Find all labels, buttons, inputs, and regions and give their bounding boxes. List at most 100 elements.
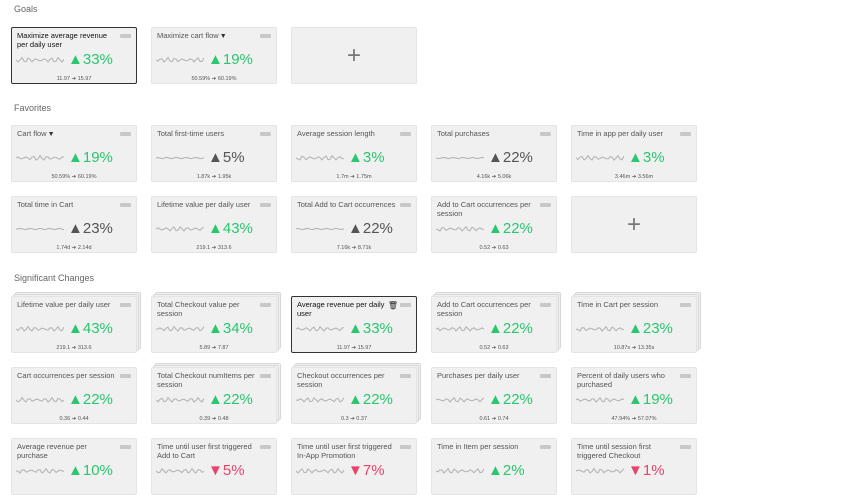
menu-bar-icon[interactable] [260,374,271,378]
metric-delta: ▲3% [348,149,385,166]
metric-range: 4.16k ➔ 5.06k [476,174,512,180]
metric-card[interactable]: Lifetime value per daily user ▲43% 219.1 ➔… [11,296,137,353]
metric-range: 50.59% ➔ 60.19% [191,76,237,82]
metric-card[interactable]: Add to Cart occurrences per session ▲22% 0… [431,196,557,253]
metric-range: 0.61 ➔ 0.74 [479,416,509,422]
sparkline-path [296,325,344,332]
menu-bar-icon[interactable] [680,445,691,449]
metric-range: 0.36 ➔ 0.44 [59,416,89,422]
sparkline [156,156,204,160]
menu-bar-icon[interactable] [260,303,271,307]
metric-card-title: Time in Cart per session [577,300,677,310]
metric-card[interactable]: Total time in Cart ▲23% 1.74d ➔ 2.14d [11,196,137,253]
sparkline-path [296,227,344,231]
metric-range: 5.89 ➔ 7.87 [199,345,229,351]
metric-card[interactable]: Total first-time users ▲5% 1.87k ➔ 1.95k [151,125,277,182]
menu-bar-icon[interactable] [400,374,411,378]
menu-bar-icon[interactable] [540,203,551,207]
menu-bar-icon[interactable] [260,34,271,38]
metric-card[interactable]: Time in Item per session ▲2% [431,438,557,495]
metric-card[interactable]: Average revenue per purchase ▲10% [11,438,137,495]
menu-bar-icon[interactable] [540,445,551,449]
menu-bar-icon[interactable] [120,34,131,38]
metric-delta: ▼1% [628,462,665,479]
metric-card[interactable]: Maximize cart flow▼ ▲19% 50.59% ➔ 60.19% [151,27,277,84]
metric-card[interactable]: Total Add to Cart occurrences ▲22% 7.16k ➔… [291,196,417,253]
menu-bar-icon[interactable] [680,374,691,378]
menu-bar-icon[interactable] [400,203,411,207]
menu-bar-icon[interactable] [120,445,131,449]
menu-bar-icon[interactable] [540,303,551,307]
metric-card-title: Cart occurrences per session [17,371,117,381]
metric-card[interactable]: Total Checkout numItems per session ▲22% 0… [151,367,277,424]
metric-card[interactable]: Total Checkout value per session ▲34% 5.89… [151,296,277,353]
metric-card[interactable]: Cart occurrences per session ▲22% 0.36 ➔ 0… [11,367,137,424]
metric-card[interactable]: Time until session first triggered Check… [571,438,697,495]
menu-bar-icon[interactable] [260,132,271,136]
metric-delta: ▲19% [208,51,253,68]
menu-bar-icon[interactable] [540,132,551,136]
menu-bar-icon[interactable] [680,132,691,136]
menu-bar-icon[interactable] [680,303,691,307]
metric-delta: ▲43% [208,220,253,237]
metric-card-title-text: Total time in Cart [17,200,74,209]
metric-card-title: Total Checkout value per session [157,300,257,318]
sparkline [156,225,204,232]
metric-card[interactable]: Lifetime value per daily user ▲43% 219.1 ➔… [151,196,277,253]
add-metric-button[interactable]: + [291,27,417,84]
metric-card[interactable]: Checkout occurrences per session ▲22% 0.3 … [291,367,417,424]
sparkline [576,154,624,161]
menu-bar-icon[interactable] [400,132,411,136]
menu-bar-icon[interactable] [120,132,131,136]
sparkline-path [16,227,64,231]
sparkline [436,225,484,232]
menu-bar-icon[interactable] [400,445,411,449]
sparkline [576,325,624,332]
menu-bar-icon[interactable] [120,303,131,307]
menu-bar-icon[interactable] [400,303,411,307]
metric-card-title: Total time in Cart [17,200,117,210]
menu-bar-icon[interactable] [260,203,271,207]
metric-delta: ▲22% [348,391,393,408]
metric-delta: ▲43% [68,320,113,337]
metric-card-title-text: Maximize average revenue per daily user [17,31,108,49]
metric-card-title: Lifetime value per daily user [157,200,257,210]
metric-card-title: Add to Cart occurrences per session [437,200,537,218]
metric-card[interactable]: Time in Cart per session ▲23% 10.87s ➔ 13.… [571,296,697,353]
metric-range: 1.74d ➔ 2.14d [56,245,92,251]
sparkline [576,396,624,403]
metric-card[interactable]: Average revenue per daily user 🗑 ▲33% 11.97… [291,296,417,353]
menu-bar-icon[interactable] [540,374,551,378]
metric-card[interactable]: Average session length ▲3% 1.7m ➔ 1.75m [291,125,417,182]
metric-card-title: Lifetime value per daily user [17,300,117,310]
metric-card[interactable]: Time until user first triggered Add to C… [151,438,277,495]
metric-card[interactable]: Percent of daily users who purchased ▲19%… [571,367,697,424]
sparkline [436,325,484,332]
sparkline-path [156,56,204,63]
metric-card[interactable]: Time in app per daily user ▲3% 3.46m ➔ 3.5… [571,125,697,182]
plus-icon: + [346,41,361,69]
trash-icon[interactable]: 🗑 [387,301,398,310]
metric-range: 0.3 ➔ 0.37 [340,416,367,422]
add-metric-button[interactable]: + [571,196,697,253]
sparkline-path [156,156,204,160]
metric-card[interactable]: Maximize average revenue per daily user ▲… [11,27,137,84]
sparkline-path [16,154,64,161]
sparkline-path [296,396,344,403]
metric-card[interactable]: Add to Cart occurrences per session ▲22% 0… [431,296,557,353]
metric-card-title: Time until user first triggered Add to C… [157,442,257,460]
sparkline [296,396,344,403]
metric-card[interactable]: Total purchases ▲22% 4.16k ➔ 5.06k [431,125,557,182]
menu-bar-icon[interactable] [120,374,131,378]
metric-delta: ▲19% [628,391,673,408]
metric-card[interactable]: Purchases per daily user ▲22% 0.61 ➔ 0.74 [431,367,557,424]
metric-card-title: Total first-time users [157,129,257,139]
menu-bar-icon[interactable] [120,203,131,207]
metric-card-title-text: Purchases per daily user [437,371,520,380]
metric-card[interactable]: Time until user first triggered In-App P… [291,438,417,495]
sparkline-path [16,396,64,403]
metric-range: 47.94% ➔ 57.07% [611,416,657,422]
metric-card[interactable]: Cart flow▼ ▲19% 50.59% ➔ 60.19% [11,125,137,182]
menu-bar-icon[interactable] [260,445,271,449]
metric-range: 0.39 ➔ 0.48 [199,416,229,422]
